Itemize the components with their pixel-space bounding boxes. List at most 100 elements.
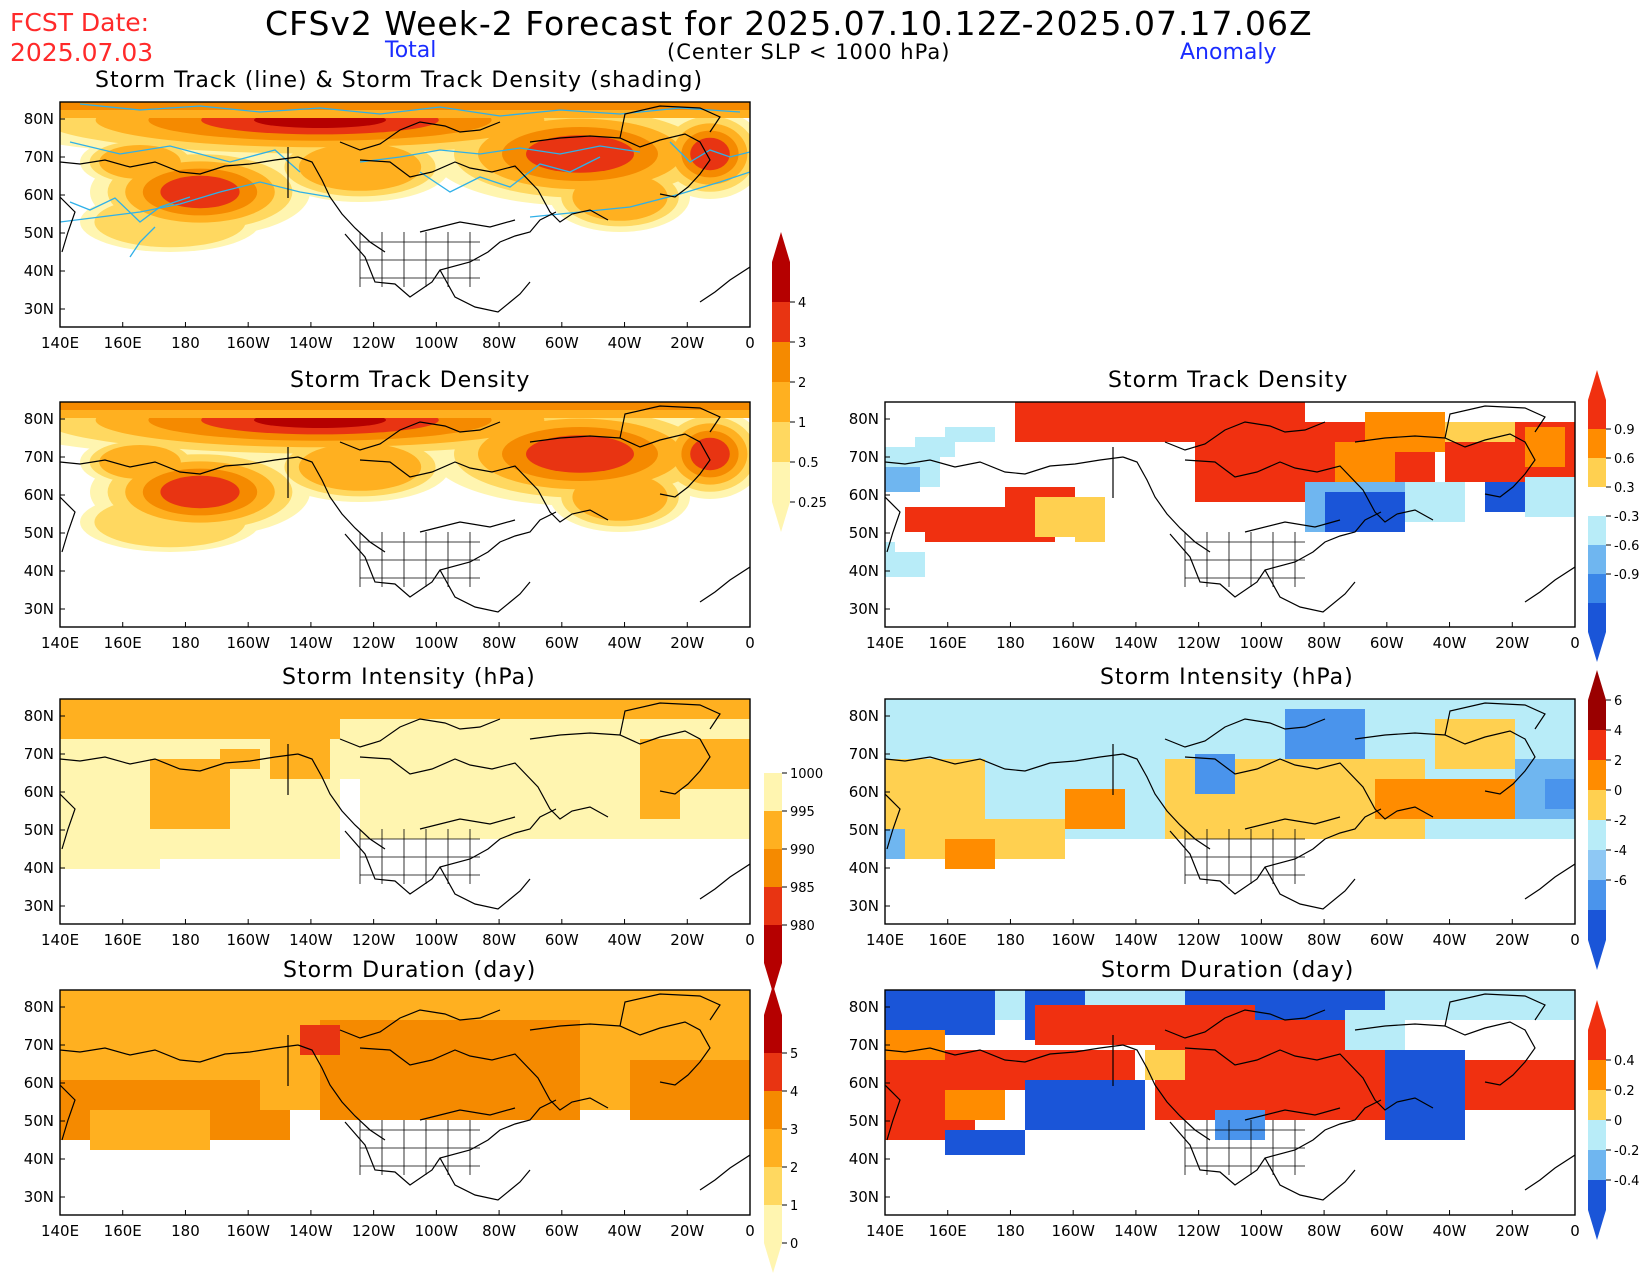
lon-tick-label: 140W [1114,634,1158,652]
colorbar-swatch [764,849,782,887]
colorbar-label: 0.6 [1614,452,1635,467]
colorbar-label: 0.9 [1614,423,1635,438]
lon-tick-label: 120W [352,634,396,652]
intensity-anomaly-map: 140E 160E 180 160W 140W 120W 100W 80W 60W 40W 20W 0… [849,698,1580,949]
lat-tick-label: 50N [849,524,879,542]
colorbar-swatch [1588,1030,1606,1060]
lat-tick-label: 60N [849,486,879,504]
colorbar-label: 4 [798,296,806,311]
lat-tick-label: 80N [24,110,54,128]
lat-tick-label: 60N [24,783,54,801]
storm-track-map: 140E 160E 180 160W 140W 120W 100W 80W 60W 40W 20W 0… [24,101,755,352]
lon-tick-label: 80W [482,931,516,949]
lon-tick-label: 80W [482,634,516,652]
colorbar-label: 0.2 [1614,1084,1635,1099]
colorbar-label: 0.3 [1614,481,1635,496]
colorbar-label: 5 [790,1047,798,1062]
intensity-anomaly-title: Storm Intensity (hPa) [1100,665,1354,690]
intensity-total-title: Storm Intensity (hPa) [282,665,536,690]
lon-tick-label: 80W [1307,1222,1341,1240]
colorbar-swatch [1588,458,1606,487]
colorbar-swatch [764,1091,782,1129]
page-title: CFSv2 Week-2 Forecast for 2025.07.10.12Z… [265,4,1313,43]
fcst-date-value: 2025.07.03 [10,38,154,67]
lon-tick-label: 0 [745,334,755,352]
lon-tick-label: 140E [866,1222,904,1240]
lat-tick-label: 70N [849,448,879,466]
colorbar-label: 1000 [790,767,823,782]
lon-tick-label: 0 [745,634,755,652]
lat-tick-label: 60N [24,186,54,204]
lon-tick-label: 140W [289,334,333,352]
colorbar-swatch [1588,574,1606,603]
lat-tick-label: 70N [849,1036,879,1054]
lon-tick-label: 80W [1307,931,1341,949]
lon-tick-label: 40W [1433,1222,1467,1240]
lat-tick-label: 70N [24,745,54,763]
lon-tick-label: 40W [1433,634,1467,652]
lat-tick-label: 40N [24,262,54,280]
colorbar-swatch [1588,730,1606,760]
colorbar-swatch [1588,545,1606,574]
lon-tick-label: 120W [1177,1222,1221,1240]
colorbar-swatch [1588,850,1606,880]
colorbar-swatch [1588,1120,1606,1150]
colorbar-label: 0 [790,1237,798,1252]
lon-tick-label: 140E [866,634,904,652]
colorbar-label: -0.3 [1614,510,1639,525]
lon-tick-label: 140E [866,931,904,949]
lon-tick-label: 60W [545,931,579,949]
lon-tick-label: 160E [929,634,967,652]
lat-tick-label: 40N [849,562,879,580]
lon-tick-label: 120W [1177,634,1221,652]
lon-tick-label: 20W [1495,931,1529,949]
lon-tick-label: 60W [545,1222,579,1240]
density-anomaly-colorbar: 0.9 0.6 0.3 -0.3 -0.6 -0.9 [1588,370,1648,662]
lat-tick-label: 80N [849,707,879,725]
fcst-date-label: FCST Date: [10,8,150,37]
lat-tick-label: 30N [849,1188,879,1206]
lat-tick-label: 30N [849,897,879,915]
lat-tick-label: 40N [24,562,54,580]
lon-tick-label: 0 [1570,634,1580,652]
lon-tick-label: 160E [104,334,142,352]
colorbar-label: 2 [798,376,806,391]
lat-tick-label: 40N [24,859,54,877]
intensity-total-map: 140E 160E 180 160W 140W 120W 100W 80W 60W 40W 20W 0… [24,698,755,949]
duration-total-colorbar: 5 4 3 2 1 0 [764,975,824,1273]
lon-tick-label: 40W [608,334,642,352]
lon-tick-label: 20W [1495,1222,1529,1240]
lon-tick-label: 80W [482,1222,516,1240]
lat-tick-label: 50N [24,524,54,542]
lat-tick-label: 50N [849,821,879,839]
lat-tick-label: 50N [24,1112,54,1130]
colorbar-swatch [1588,1090,1606,1120]
lon-tick-label: 100W [1240,1222,1284,1240]
colorbar-label: 1 [798,416,806,431]
lon-tick-label: 80W [482,334,516,352]
lon-tick-label: 180 [996,1222,1025,1240]
lon-tick-label: 60W [1370,1222,1404,1240]
lat-tick-label: 80N [849,998,879,1016]
colorbar-swatch [764,1015,782,1053]
lon-tick-label: 140E [41,931,79,949]
lon-tick-label: 160W [226,1222,270,1240]
colorbar-swatch [1588,429,1606,458]
lon-tick-label: 180 [171,634,200,652]
colorbar-label: 6 [1614,694,1622,709]
lon-tick-label: 140W [289,634,333,652]
lat-tick-label: 60N [24,1074,54,1092]
lon-tick-label: 160E [929,1222,967,1240]
colorbar-label: 3 [798,336,806,351]
colorbar-label: -0.6 [1614,539,1639,554]
colorbar-label: 2 [790,1161,798,1176]
lon-tick-label: 160W [226,931,270,949]
lon-tick-label: 140E [41,634,79,652]
lat-tick-label: 80N [24,410,54,428]
lon-tick-label: 160E [104,634,142,652]
lon-tick-label: 120W [1177,931,1221,949]
colorbar-label: 2 [1614,754,1622,769]
colorbar-swatch [772,342,790,382]
lon-tick-label: 100W [415,1222,459,1240]
lon-tick-label: 60W [1370,931,1404,949]
